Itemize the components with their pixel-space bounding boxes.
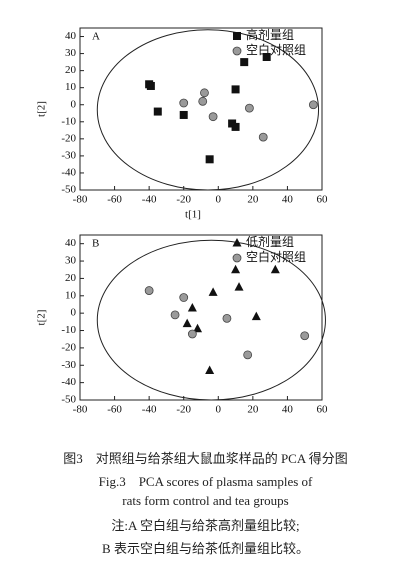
y-tick-label: 40 — [65, 237, 77, 249]
y-tick-label: 20 — [65, 272, 77, 284]
point — [182, 318, 192, 328]
point — [208, 112, 218, 122]
point — [193, 323, 203, 333]
y-tick-label: 20 — [65, 64, 77, 76]
point — [146, 81, 155, 90]
x-axis-title: t[1] — [185, 209, 201, 221]
point — [187, 329, 197, 339]
point — [251, 311, 261, 321]
x-tick-label: 40 — [282, 194, 294, 206]
caption: Fig.3 PCA scores of plasma samples of — [98, 474, 313, 489]
x-tick-label: -60 — [107, 194, 122, 206]
y-tick-label: -40 — [61, 166, 76, 178]
x-tick-label: 60 — [317, 194, 329, 206]
point — [179, 293, 189, 302]
point — [205, 155, 214, 164]
x-tick-label: 20 — [247, 194, 259, 206]
y-tick-label: -20 — [61, 132, 76, 144]
point — [208, 287, 218, 296]
y-tick-label: -40 — [61, 376, 76, 388]
point — [153, 107, 162, 116]
point — [205, 365, 215, 374]
point — [231, 85, 240, 94]
x-tick-label: 40 — [282, 404, 294, 416]
y-tick-label: -20 — [61, 341, 76, 353]
point — [231, 264, 241, 274]
point — [308, 100, 318, 110]
point — [144, 286, 154, 295]
y-tick-label: -50 — [61, 394, 76, 406]
point — [198, 96, 208, 106]
x-tick-label: -40 — [142, 194, 157, 206]
x-tick-label: 20 — [247, 404, 259, 416]
y-tick-label: -10 — [61, 324, 76, 336]
point — [300, 331, 310, 341]
point — [234, 282, 244, 291]
y-tick-label: 10 — [65, 81, 77, 93]
x-tick-label: 60 — [317, 404, 329, 416]
x-tick-label: 0 — [216, 194, 222, 206]
x-tick-label: -20 — [176, 194, 191, 206]
x-tick-label: -20 — [176, 404, 191, 416]
y-axis-title: t[2] — [36, 101, 48, 117]
point — [179, 110, 188, 119]
legend-marker — [233, 32, 241, 40]
point — [179, 98, 189, 108]
point — [187, 302, 197, 312]
point — [243, 350, 253, 360]
legend-label: 高剂量组 — [246, 27, 294, 42]
legend-marker — [232, 46, 242, 56]
point — [231, 122, 240, 131]
y-tick-label: 10 — [65, 289, 77, 301]
y-tick-label: 40 — [65, 30, 77, 42]
x-tick-label: -80 — [73, 404, 88, 416]
x-tick-label: 0 — [216, 404, 222, 416]
point — [270, 264, 280, 274]
y-tick-label: -10 — [61, 115, 76, 127]
caption: rats form control and tea groups — [122, 493, 289, 508]
caption: 注:A 空白组与给茶高剂量组比较; — [111, 518, 300, 533]
y-tick-label: 0 — [71, 98, 77, 110]
y-tick-label: 30 — [65, 255, 77, 267]
legend-label: 空白对照组 — [246, 249, 306, 264]
point — [200, 88, 209, 98]
panel-label: B — [92, 238, 99, 250]
y-tick-label: -50 — [61, 184, 76, 196]
point — [258, 132, 268, 142]
point — [262, 52, 271, 61]
y-tick-label: -30 — [61, 149, 76, 161]
legend-marker — [232, 238, 242, 247]
legend-label: 低剂量组 — [246, 234, 294, 249]
point — [170, 310, 180, 320]
y-tick-label: 0 — [71, 307, 77, 319]
x-tick-label: -40 — [142, 404, 157, 416]
legend-marker — [232, 253, 242, 263]
legend-label: 空白对照组 — [246, 42, 306, 57]
point — [222, 313, 232, 323]
x-tick-label: -80 — [73, 194, 88, 206]
point — [244, 103, 254, 113]
caption: B 表示空白组与给茶低剂量组比较。 — [102, 541, 309, 556]
caption: 图3 对照组与给茶组大鼠血浆样品的 PCA 得分图 — [63, 451, 348, 466]
x-tick-label: -60 — [107, 404, 122, 416]
panel-label: A — [92, 31, 100, 43]
confidence-ellipse — [96, 239, 326, 401]
y-axis-title: t[2] — [36, 310, 48, 326]
y-tick-label: 30 — [65, 47, 77, 59]
point — [240, 58, 249, 67]
confidence-ellipse — [96, 29, 320, 191]
y-tick-label: -30 — [61, 359, 76, 371]
